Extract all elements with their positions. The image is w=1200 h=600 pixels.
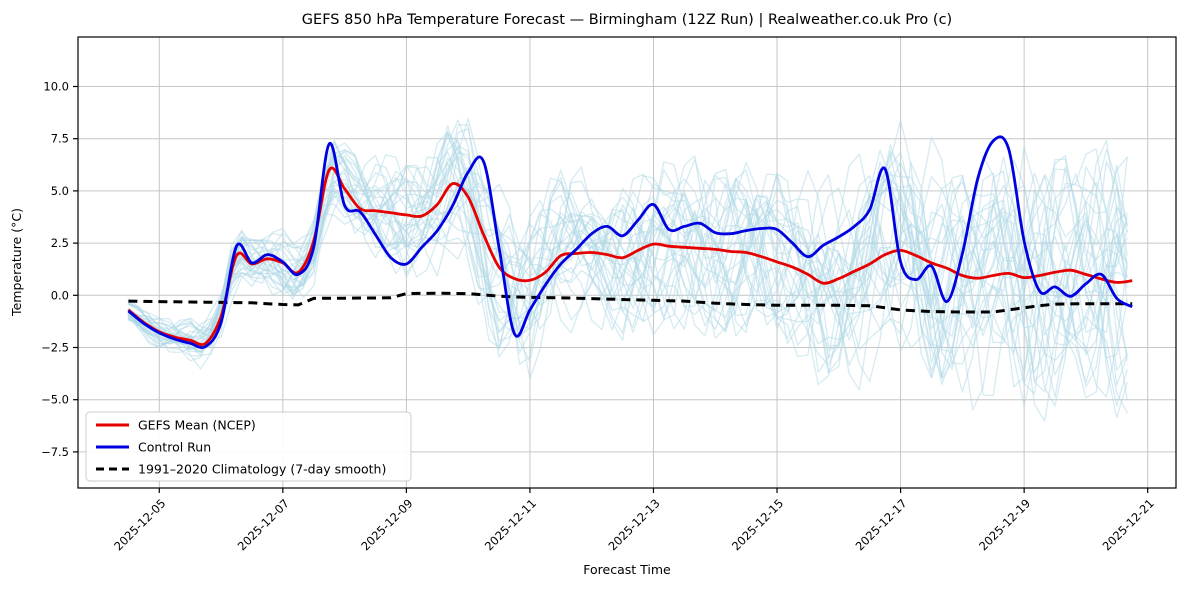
main-series-layer: [127, 135, 1133, 349]
ensemble-member-line: [127, 154, 1128, 346]
ensemble-member-line: [127, 150, 1128, 362]
ensemble-member-line: [127, 164, 1128, 383]
x-tick-label: 2025-12-07: [235, 496, 292, 553]
ensemble-member-line: [127, 149, 1128, 388]
y-tick-label: 10.0: [43, 80, 69, 94]
ensemble-member-line: [127, 119, 1128, 353]
x-axis-label: Forecast Time: [583, 562, 671, 577]
x-tick-label: 2025-12-15: [729, 496, 786, 553]
ensemble-member-line: [127, 154, 1128, 382]
ensemble-member-line: [127, 134, 1128, 388]
control-run-line: [127, 135, 1133, 349]
x-tick-labels: 2025-12-05 2025-12-07 2025-12-09 2025-12-11…: [111, 496, 1157, 553]
y-tick-label: 2.5: [51, 236, 69, 250]
climatology-line: [128, 291, 1133, 314]
ensemble-member-line: [127, 151, 1128, 354]
y-axis-label: Temperature (°C): [9, 208, 24, 317]
y-tick-label: 5.0: [51, 184, 69, 198]
y-tick-label: 0.0: [51, 288, 69, 302]
x-tick-label: 2025-12-13: [605, 496, 662, 553]
y-tick-label: −5.0: [41, 393, 69, 407]
axes-layer: [73, 36, 1177, 493]
x-tick-label: 2025-12-05: [111, 496, 168, 553]
gefs-mean-line: [127, 166, 1133, 347]
x-tick-label: 2025-12-17: [853, 496, 910, 553]
legend-item-label: Control Run: [138, 440, 211, 455]
grid-layer: [78, 37, 1176, 488]
chart-title: GEFS 850 hPa Temperature Forecast — Birm…: [302, 12, 952, 28]
y-tick-label: −2.5: [41, 341, 69, 355]
legend-box: [85, 411, 412, 482]
ensemble-member-line: [127, 146, 1128, 422]
legend: GEFS Mean (NCEP) Control Run 1991–2020 Cli…: [85, 411, 412, 482]
ensemble-members-layer: [127, 117, 1128, 422]
y-tick-label: −7.5: [41, 445, 69, 459]
y-tick-labels: 10.0 7.5 5.0 2.5 0.0 −2.5 −5.0 −7.5: [41, 80, 69, 459]
legend-item-label: GEFS Mean (NCEP): [138, 418, 256, 433]
ensemble-member-line: [127, 117, 1128, 378]
x-tick-label: 2025-12-19: [976, 496, 1033, 553]
plot-border: [77, 36, 1177, 489]
x-tick-label: 2025-12-21: [1100, 496, 1157, 553]
x-tick-label: 2025-12-09: [358, 496, 415, 553]
ensemble-member-line: [127, 130, 1128, 399]
legend-item-label: 1991–2020 Climatology (7-day smooth): [138, 462, 386, 477]
y-tick-label: 7.5: [51, 132, 69, 146]
x-tick-label: 2025-12-11: [482, 496, 539, 553]
